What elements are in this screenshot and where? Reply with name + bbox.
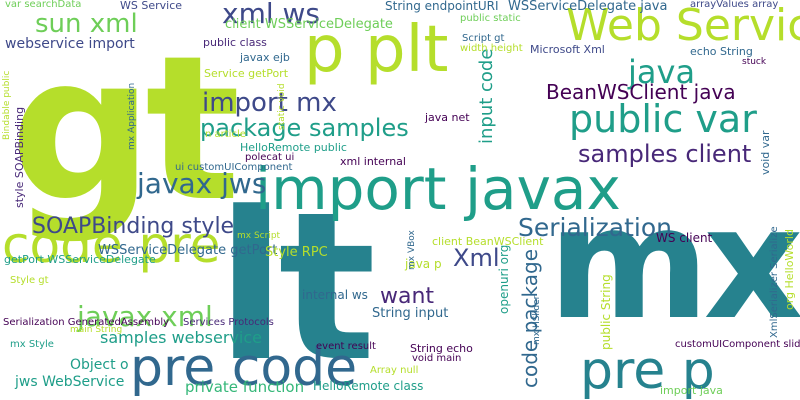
word-microsoft-xml: Microsoft Xml xyxy=(530,43,605,56)
word-samples-webservice: samples webservice xyxy=(100,328,262,347)
word-ws-client: WS client xyxy=(656,231,713,245)
word-customuicomponent-slider: customUIComponent slider xyxy=(675,339,800,350)
word-pre-p: pre p xyxy=(580,341,715,400)
word-xmlserializer-serialize: XmlSerializer Serialize xyxy=(769,226,780,338)
word-import-java: import java xyxy=(660,384,723,397)
word-string-echo: String echo xyxy=(410,342,473,355)
word-helloremote-class: HelloRemote class xyxy=(313,379,424,393)
word-main-string: main String xyxy=(70,325,123,335)
word-javax-xml: javax xml xyxy=(77,300,213,333)
word-bindable-public: Bindable public xyxy=(2,70,12,140)
word-services-protocols: Services Protocols xyxy=(183,317,274,328)
word-import-mx: import mx xyxy=(202,88,337,118)
word-import-javax: import javax xyxy=(255,155,621,223)
word-style-gt: Style gt xyxy=(10,275,49,286)
word-client-beanwsclient: client BeanWSClient xyxy=(432,235,544,248)
word-width-height: width height xyxy=(460,43,523,54)
word-public-static: public static xyxy=(460,13,521,24)
word-mx-style: mx Style xyxy=(10,339,54,350)
word-string-endpointuri: String endpointURI xyxy=(385,0,499,13)
word-openuri-org: openuri org xyxy=(497,244,511,314)
word-static-void: static void xyxy=(277,83,287,130)
word-object-o: Object o xyxy=(70,357,129,373)
word-public-var: public var xyxy=(569,97,757,141)
word-javax-ejb: javax ejb xyxy=(240,51,290,64)
word-mx-vbox: mx VBox xyxy=(407,230,417,270)
word-org-helloworld: org HelloWorld xyxy=(783,229,796,310)
word-soapbinding-style: SOAPBinding style xyxy=(32,214,235,239)
word-jws-webservice: jws WebService xyxy=(15,374,125,390)
word-echo-string: echo String xyxy=(690,45,753,58)
word-mx-hslider: mx HSlider xyxy=(532,295,542,345)
word-serialization-generatedassembly: Serialization GeneratedAssembly xyxy=(3,317,170,328)
word-mx-application: mx Application xyxy=(127,82,137,150)
word-ui-customuicomponent: ui customUIComponent xyxy=(175,162,293,173)
word-xml: Xml xyxy=(453,244,500,272)
word-stuck: stuck xyxy=(742,57,767,67)
word-javax-jws: javax jws xyxy=(137,167,267,200)
word-web-service: Web Service xyxy=(566,0,800,51)
word-xml-internal: xml internal xyxy=(340,155,406,168)
word-beanwsclient-java: BeanWSClient java xyxy=(546,80,736,104)
word-java-net: java net xyxy=(425,111,470,124)
word-xml-ws: xml ws xyxy=(222,0,321,30)
word-p-plt: p plt xyxy=(304,13,449,87)
word-void-main: void main xyxy=(412,353,462,364)
word-string-input: String input xyxy=(372,306,449,321)
word-java: java xyxy=(628,53,696,91)
word-event-result: event result xyxy=(316,341,376,352)
word-var-searchdata: var searchData xyxy=(5,0,82,10)
word-script-gt: Script gt xyxy=(462,33,505,44)
word-client-wsservicedelegate: client WSServiceDelegate xyxy=(225,17,393,32)
word-helloremote-public: HelloRemote public xyxy=(240,141,347,154)
word-mx: mx xyxy=(548,173,800,354)
word-samples-client: samples client xyxy=(578,140,752,168)
word-ws-service: WS Service xyxy=(120,0,183,12)
word-lt: lt xyxy=(216,169,376,400)
word-wsservicedelegate-getport: WSServiceDelegate getPort xyxy=(98,243,278,258)
word-java-p: java p xyxy=(405,257,442,271)
word-style-soapbinding: style SOAPBinding xyxy=(13,106,26,208)
word-public-class: public class xyxy=(203,36,267,49)
word-code-pre: code pre xyxy=(2,216,221,274)
word-input-code: input code xyxy=(476,48,497,144)
word-mx-script: mx Script xyxy=(237,231,281,241)
word-service-getport: Service getPort xyxy=(204,67,289,80)
word-webservice-import: webservice import xyxy=(5,36,135,52)
word-polecat-ui: polecat ui xyxy=(245,152,295,163)
word-public-string: public String xyxy=(599,274,613,350)
word-void-var: void var xyxy=(759,130,772,175)
word-pre-code: pre code xyxy=(130,338,358,398)
word-wsservicedelegate-java: WSServiceDelegate java xyxy=(508,0,668,14)
word-gt: gt xyxy=(10,13,241,246)
word-private-function: private function xyxy=(185,378,305,396)
word-package-samples: package samples xyxy=(200,114,409,142)
word-array-null: Array null xyxy=(370,365,419,376)
word-internal-ws: internal ws xyxy=(302,288,368,302)
word-sun-xml: sun xml xyxy=(35,9,138,39)
word-style-rpc: Style RPC xyxy=(265,245,328,260)
word-getport-wsservicedelegate: getPort WSServiceDelegate xyxy=(4,253,156,266)
word-want: want xyxy=(380,284,435,309)
word-arrayvalues-array: arrayValues array xyxy=(690,0,779,10)
word-n-article: n article xyxy=(205,129,246,140)
word-serialization: Serialization xyxy=(518,213,673,242)
